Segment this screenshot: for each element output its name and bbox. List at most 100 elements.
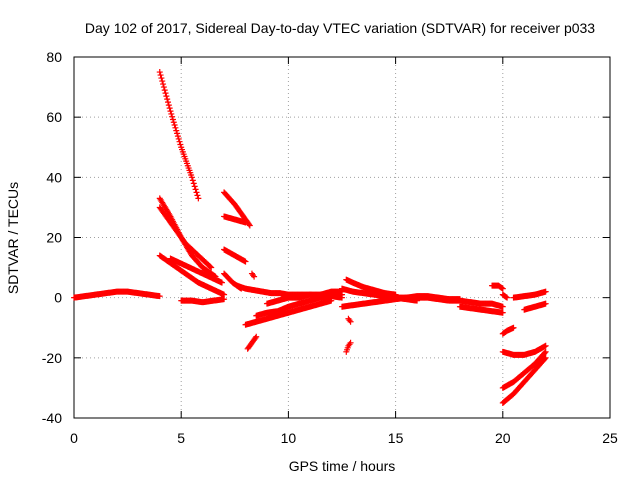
series-s10: [221, 246, 249, 265]
data-point: [252, 334, 259, 341]
series-s25: [456, 303, 506, 316]
data-point: [347, 339, 354, 346]
data-point: [542, 354, 549, 361]
data-point: [163, 93, 170, 100]
data-point: [164, 96, 171, 103]
series-s15: [242, 297, 335, 328]
data-point: [170, 119, 177, 126]
series-s9: [221, 213, 249, 226]
y-tick-label: 0: [54, 290, 62, 306]
series-s18: [317, 291, 345, 301]
data-point: [194, 192, 201, 199]
data-point: [189, 177, 196, 184]
y-tick-label: 80: [46, 49, 62, 65]
data-point: [208, 264, 215, 271]
data-point: [253, 333, 260, 340]
data-point: [541, 349, 548, 356]
data-point: [456, 296, 463, 303]
data-point: [498, 285, 505, 292]
data-point: [193, 189, 200, 196]
data-point: [499, 285, 506, 292]
data-point: [190, 180, 197, 187]
data-point: [161, 87, 168, 94]
data-point: [171, 122, 178, 129]
data-point: [246, 222, 253, 229]
y-tick-label: -20: [42, 350, 62, 366]
series-s26: [489, 282, 506, 292]
data-point: [542, 300, 549, 307]
series-s8: [221, 189, 253, 229]
x-tick-label: 0: [70, 430, 78, 446]
data-point: [173, 127, 180, 134]
data-point: [251, 273, 258, 280]
data-point: [499, 303, 506, 310]
series-s6: [167, 255, 225, 286]
series-s23: [345, 315, 354, 325]
data-point: [541, 355, 548, 362]
data-point: [242, 219, 249, 226]
data-point: [542, 342, 549, 349]
data-point: [192, 186, 199, 193]
data-point: [339, 294, 345, 301]
data-point: [159, 78, 166, 85]
data-point: [162, 90, 169, 97]
series-s30: [499, 348, 549, 391]
y-tick-label: 60: [46, 109, 62, 125]
data-point: [176, 138, 183, 145]
data-point: [510, 324, 517, 331]
data-point: [175, 135, 182, 142]
x-tick-label: 20: [495, 430, 511, 446]
series-s7: [178, 296, 228, 306]
x-axis-label: GPS time / hours: [289, 458, 396, 474]
data-point: [158, 75, 165, 82]
data-point: [542, 348, 549, 355]
data-point: [169, 113, 176, 120]
data-point: [160, 84, 167, 91]
data-point: [157, 72, 164, 79]
axis-ticks: 0 5 10 15 20 25 -40 -20 0 20 40 60 80: [42, 49, 618, 446]
data-point: [174, 130, 181, 137]
series-s22: [392, 293, 463, 303]
chart-title: Day 102 of 2017, Sidereal Day-to-day VTE…: [85, 20, 595, 36]
data-point: [156, 69, 163, 76]
series-s4: [156, 204, 215, 271]
series-s32: [510, 288, 549, 301]
series-s13: [244, 333, 260, 352]
data-point: [160, 81, 167, 88]
y-tick-label: 40: [46, 169, 62, 185]
data-point: [177, 141, 184, 148]
data-point: [542, 288, 549, 295]
data-point: [195, 195, 202, 202]
data-point: [172, 124, 179, 131]
data-point: [245, 221, 252, 228]
series-s2: [156, 69, 202, 202]
data-point: [191, 183, 198, 190]
data-point: [207, 263, 214, 270]
data-point: [499, 309, 506, 316]
data-point: [167, 108, 174, 115]
series-s27: [499, 291, 511, 301]
grid: [74, 57, 610, 418]
series-s33: [521, 300, 549, 313]
data-point: [242, 258, 249, 265]
x-tick-label: 15: [388, 430, 404, 446]
data-points: [71, 69, 549, 406]
series-s29: [499, 342, 549, 358]
data-point: [168, 110, 175, 117]
data-point: [174, 133, 181, 140]
data-point: [188, 174, 195, 181]
data-point: [166, 105, 173, 112]
x-tick-label: 25: [602, 430, 618, 446]
series-s5: [156, 252, 228, 298]
series-s1: [71, 288, 163, 301]
y-tick-label: -40: [42, 410, 62, 426]
x-tick-label: 10: [281, 430, 297, 446]
data-point: [169, 116, 176, 123]
y-axis-label: SDTVAR / TECUs: [5, 182, 21, 294]
data-point: [503, 294, 510, 301]
data-point: [221, 296, 228, 303]
x-tick-label: 5: [177, 430, 185, 446]
series-s24: [343, 339, 354, 355]
data-point: [347, 318, 354, 325]
